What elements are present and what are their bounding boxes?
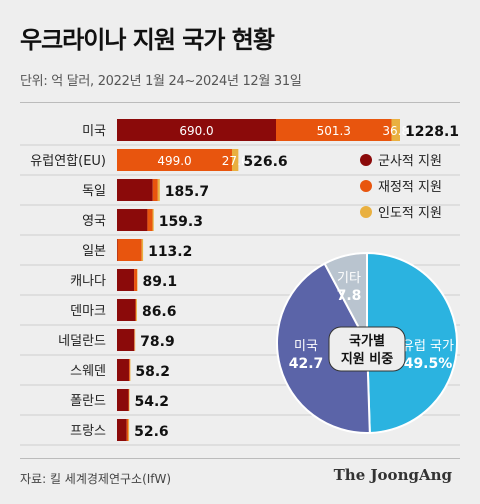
category-label: 폴란드 <box>70 394 106 409</box>
bar-segment <box>117 119 277 141</box>
legend-swatch <box>360 180 372 192</box>
bar-segment <box>231 149 239 171</box>
bar-segment <box>117 419 127 441</box>
top-divider <box>20 102 460 103</box>
category-label: 네덜란드 <box>58 334 106 349</box>
pie-title-line2: 지원 비중 <box>341 352 393 367</box>
bar-segment <box>128 359 130 381</box>
pie-title-line1: 국가별 <box>349 333 385 349</box>
bar-segment <box>134 269 138 291</box>
legend-label: 군사적 지원 <box>378 154 442 169</box>
bar-segment <box>128 419 130 441</box>
pie-slice-label: 기타 <box>337 271 361 286</box>
chart-title: 우크라이나 지원 국가 현황 <box>20 26 275 54</box>
total-value-label: 52.6 <box>134 424 169 440</box>
segment-value-label: 27.6 <box>222 154 249 168</box>
bar-segment <box>152 209 154 231</box>
bar-segment <box>128 389 130 411</box>
bar-segment <box>117 299 136 321</box>
bar-segment <box>276 119 392 141</box>
total-value-label: 185.7 <box>165 184 209 200</box>
footer-divider <box>20 458 460 459</box>
total-value-label: 86.6 <box>142 304 177 320</box>
bar-segment <box>117 239 142 261</box>
category-label: 유럽연합(EU) <box>30 154 106 169</box>
bar-segment <box>117 209 148 231</box>
legend-label: 재정적 지원 <box>378 180 442 195</box>
category-label: 프랑스 <box>70 424 106 439</box>
bar-segment <box>117 389 129 411</box>
bar-segment <box>117 149 232 171</box>
bar-segment <box>129 359 131 381</box>
pie-slice <box>366 251 459 434</box>
segment-value-label: 499.0 <box>157 154 191 168</box>
total-value-label: 113.2 <box>148 244 192 260</box>
pie-slice <box>323 251 368 344</box>
source-note: 자료: 킬 세계경제연구소(IfW) <box>20 472 172 486</box>
total-value-label: 58.2 <box>135 364 170 380</box>
bar-segment <box>117 359 129 381</box>
bar-segment <box>141 239 144 261</box>
pie-slice-label: 유럽 국가 <box>402 339 454 354</box>
bar-segment <box>117 179 153 201</box>
legend-swatch <box>360 154 372 166</box>
pie-slice-label: 미국 <box>294 339 318 354</box>
total-value-label: 78.9 <box>140 334 175 350</box>
bar-segment <box>135 299 137 321</box>
total-value-label: 1228.1 <box>405 124 459 140</box>
category-label: 영국 <box>82 214 106 229</box>
category-label: 캐나다 <box>70 274 106 289</box>
bar-segment <box>136 299 137 321</box>
total-value-label: 89.1 <box>143 274 178 290</box>
pie-slice-value: 42.7 <box>289 356 324 372</box>
pie-center-box <box>328 326 406 372</box>
pie-slice-value: 49.5% <box>404 356 453 372</box>
legend-label: 인도적 지원 <box>378 206 442 221</box>
segment-value-label: 501.3 <box>317 124 351 138</box>
category-label: 일본 <box>82 244 106 259</box>
category-label: 미국 <box>82 124 106 139</box>
total-value-label: 54.2 <box>134 394 169 410</box>
bar-segment <box>117 329 135 351</box>
legend-swatch <box>360 206 372 218</box>
bar-segment <box>147 209 153 231</box>
category-label: 독일 <box>82 184 106 199</box>
category-label: 덴마크 <box>70 304 106 319</box>
bar-segment <box>126 419 129 441</box>
total-value-label: 159.3 <box>159 214 203 230</box>
total-value-label: 526.6 <box>243 154 287 170</box>
brand-logo: The JoongAng <box>333 466 452 484</box>
pie-slice-value: 7.8 <box>337 288 362 304</box>
category-label: 스웨덴 <box>70 364 106 379</box>
bar-segment <box>157 179 160 201</box>
segment-value-label: 36.8 <box>382 124 409 138</box>
segment-value-label: 690.0 <box>179 124 213 138</box>
bar-segment <box>152 179 158 201</box>
bar-segment <box>117 269 135 291</box>
bar-segment <box>391 119 400 141</box>
unit-note: 단위: 억 달러, 2022년 1월 24~2024년 12월 31일 <box>20 74 302 89</box>
